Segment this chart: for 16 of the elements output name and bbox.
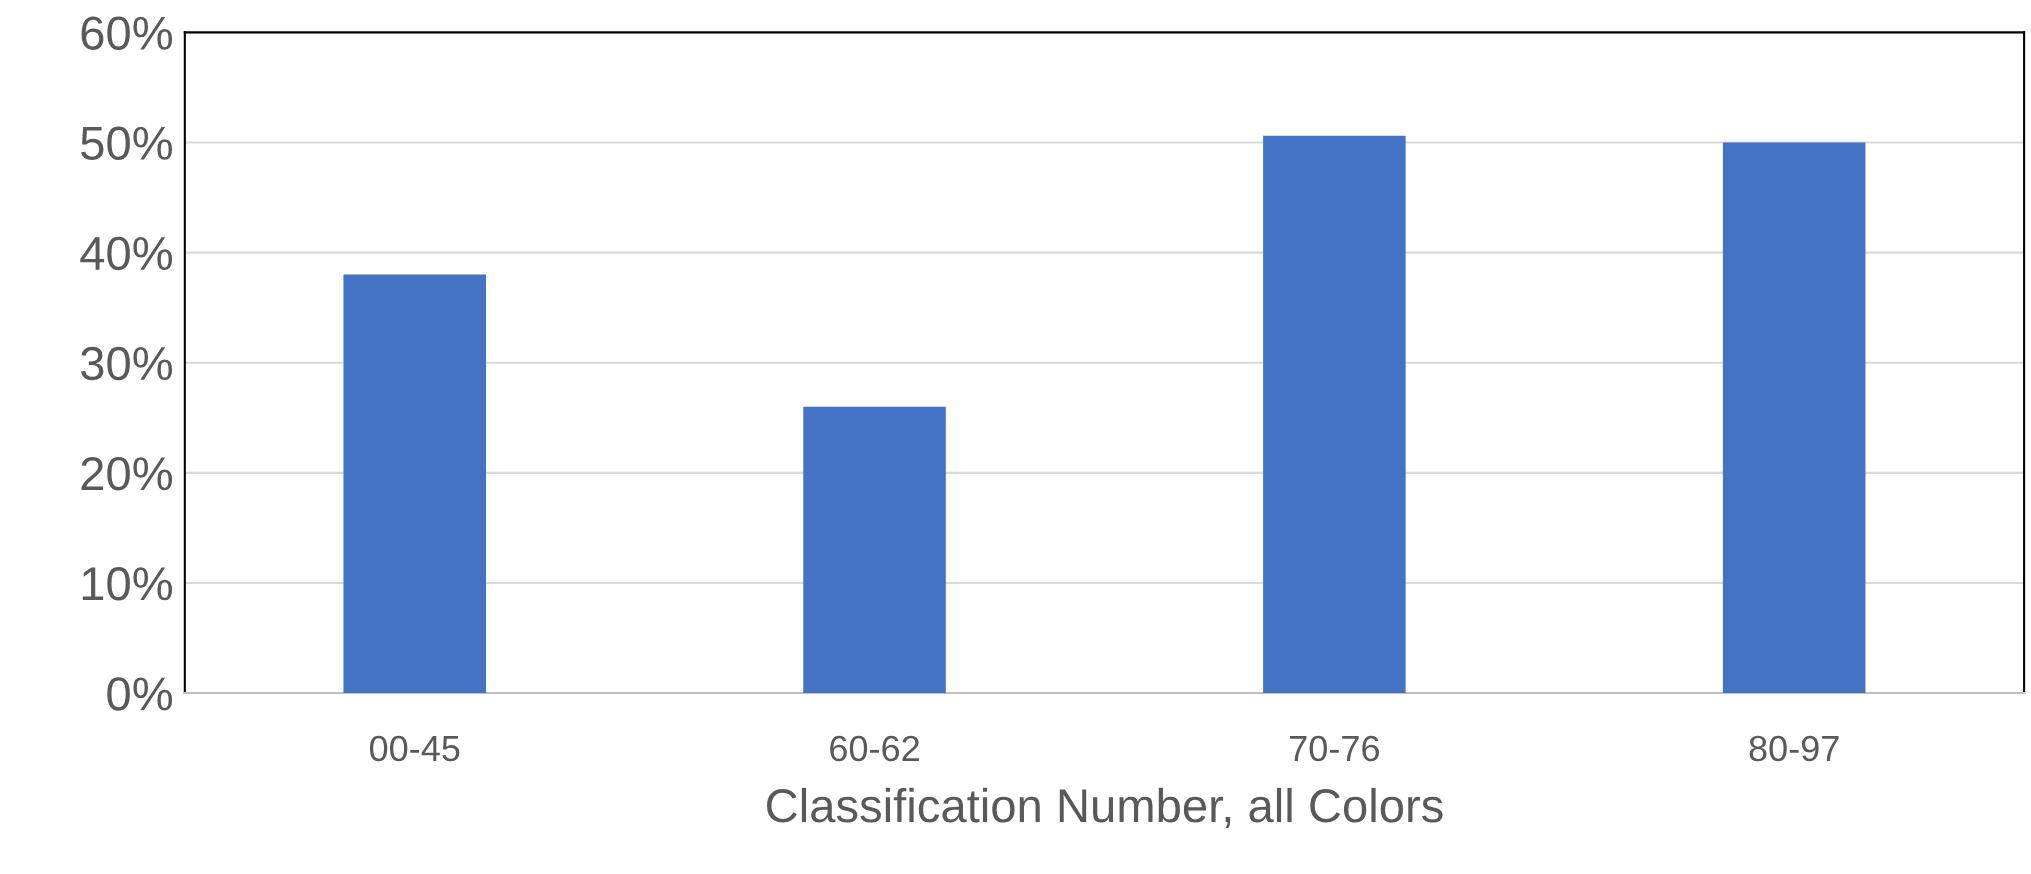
- y-tick-label: 30%: [81, 346, 173, 381]
- bar: [1263, 135, 1406, 694]
- x-tick-label: 60-62: [830, 735, 919, 762]
- x-tick-label: 70-76: [1290, 735, 1379, 762]
- y-tick-label: 40%: [80, 236, 173, 271]
- y-tick-label: 50%: [81, 126, 173, 161]
- y-tick-label: 10%: [82, 567, 173, 601]
- y-tick-label: 60%: [81, 16, 173, 50]
- bar: [343, 274, 486, 694]
- x-axis-title: Classification Number, all Colors: [767, 787, 1443, 829]
- x-tick-label: 00-45: [369, 735, 460, 762]
- y-tick-label: 0%: [107, 677, 173, 711]
- bar: [803, 406, 946, 694]
- y-tick-label: 20%: [81, 456, 173, 491]
- bar: [1722, 142, 1866, 694]
- x-tick-label: 80-97: [1749, 735, 1839, 762]
